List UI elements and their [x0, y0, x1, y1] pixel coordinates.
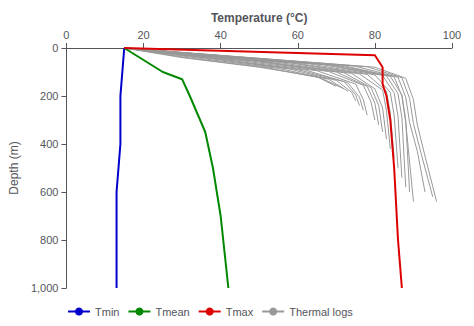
svg-text:Tmin: Tmin	[95, 306, 119, 318]
svg-text:20: 20	[137, 29, 149, 41]
svg-text:Temperature (°C): Temperature (°C)	[211, 11, 308, 25]
svg-text:100: 100	[443, 29, 461, 41]
svg-text:80: 80	[369, 29, 381, 41]
svg-text:1,000: 1,000	[31, 282, 59, 294]
svg-text:Depth (m): Depth (m)	[7, 141, 21, 194]
svg-text:60: 60	[292, 29, 304, 41]
svg-text:40: 40	[215, 29, 227, 41]
svg-text:0: 0	[63, 29, 69, 41]
svg-text:600: 600	[40, 186, 58, 198]
svg-text:Tmean: Tmean	[155, 306, 189, 318]
svg-text:400: 400	[40, 138, 58, 150]
svg-text:200: 200	[40, 90, 58, 102]
svg-text:Tmax: Tmax	[226, 306, 254, 318]
svg-text:0: 0	[52, 42, 58, 54]
svg-text:800: 800	[40, 234, 58, 246]
svg-text:Thermal logs: Thermal logs	[289, 306, 353, 318]
